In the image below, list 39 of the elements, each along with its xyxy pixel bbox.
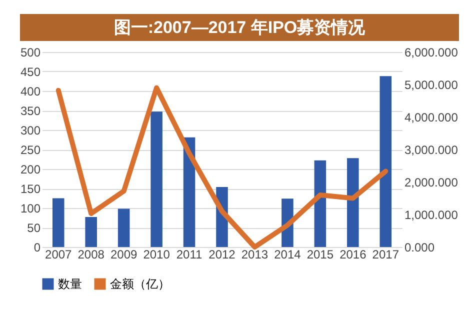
y2-tick-label: 1,000.000 <box>404 208 458 222</box>
x-tick-label: 2013 <box>241 248 268 262</box>
y2-tick-label: 5,000.000 <box>404 78 458 92</box>
bar <box>118 208 130 247</box>
y-tick-label: 450 <box>20 65 41 79</box>
y-tick-label: 350 <box>20 104 41 118</box>
x-tick-label: 2017 <box>372 248 400 262</box>
y-tick-label: 0 <box>34 240 41 254</box>
x-tick-label: 2015 <box>306 248 334 262</box>
y2-tick-label: 4,000.000 <box>404 110 458 124</box>
y-tick-label: 500 <box>20 46 41 60</box>
bar <box>347 158 359 247</box>
y-tick-label: 150 <box>20 182 41 196</box>
bar <box>314 160 326 247</box>
chart-title: 图一:2007—2017 年IPO募资情况 <box>20 14 459 41</box>
bar <box>85 216 97 247</box>
x-tick-label: 2007 <box>45 248 72 262</box>
y-tick-label: 200 <box>20 162 41 176</box>
y-tick-label: 50 <box>27 221 41 235</box>
y2-tick-label: 2,000.000 <box>404 176 458 190</box>
y-tick-label: 100 <box>20 202 41 216</box>
y2-tick-label: 6,000.000 <box>404 46 458 60</box>
legend-label: 数量 <box>58 277 82 291</box>
bar <box>380 76 392 247</box>
x-tick-label: 2014 <box>274 248 302 262</box>
bar <box>52 198 64 247</box>
y2-tick-label: 0.000 <box>404 240 435 254</box>
y-tick-label: 400 <box>20 84 41 98</box>
x-tick-label: 2010 <box>143 248 170 262</box>
y-tick-label: 300 <box>20 124 41 138</box>
bar <box>150 112 162 247</box>
x-tick-label: 2008 <box>78 248 105 262</box>
legend-label: 金额（亿） <box>110 277 170 291</box>
x-tick-label: 2016 <box>340 248 367 262</box>
y2-tick-label: 3,000.000 <box>404 143 458 157</box>
x-tick-label: 2011 <box>176 248 202 262</box>
x-tick-label: 2012 <box>208 248 236 262</box>
y-tick-label: 250 <box>20 143 41 157</box>
x-tick-label: 2009 <box>110 248 138 262</box>
